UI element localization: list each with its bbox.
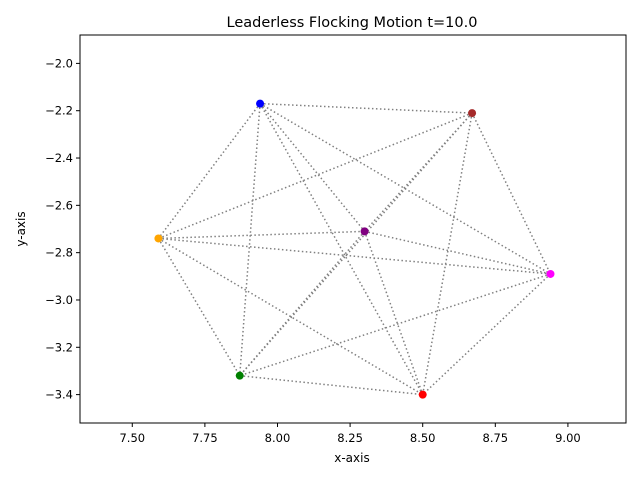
agent-point bbox=[546, 269, 555, 278]
chart-title: Leaderless Flocking Motion t=10.0 bbox=[227, 15, 478, 31]
agent-point bbox=[360, 227, 369, 236]
plot-frame bbox=[79, 34, 627, 424]
edge-line bbox=[260, 102, 473, 114]
agent-point bbox=[418, 390, 427, 399]
edge-line bbox=[422, 273, 552, 396]
edge-line bbox=[471, 112, 552, 275]
edge-line bbox=[421, 112, 473, 395]
agent-point bbox=[235, 371, 244, 380]
y-tick-label: −3.4 bbox=[45, 388, 73, 402]
edge-line bbox=[158, 230, 365, 240]
edge-line bbox=[363, 231, 424, 395]
x-axis-ticks: 7.50 7.75 8.00 8.25 8.50 8.75 9.00 bbox=[119, 423, 581, 445]
edge-line bbox=[239, 374, 423, 396]
edge-layer bbox=[157, 102, 552, 396]
edge-line bbox=[157, 238, 241, 377]
y-tick-label: −2.2 bbox=[45, 104, 73, 118]
edge-line bbox=[364, 230, 551, 275]
edge-line bbox=[158, 237, 551, 275]
y-tick-label: −2.8 bbox=[45, 246, 73, 260]
edge-line bbox=[364, 112, 473, 232]
edge-line bbox=[157, 103, 261, 239]
edge-line bbox=[239, 230, 366, 377]
y-axis-ticks: −2.0 −2.2 −2.4 −2.6 −2.8 −3.0 −3.2 −3.4 bbox=[45, 56, 80, 402]
y-tick-label: −3.2 bbox=[45, 340, 73, 354]
x-tick-label: 8.25 bbox=[337, 431, 363, 445]
x-axis-label: x-axis bbox=[334, 451, 369, 465]
edge-line bbox=[259, 103, 366, 232]
edge-line bbox=[239, 273, 551, 377]
agent-point bbox=[154, 234, 163, 243]
edge-line bbox=[158, 112, 473, 240]
y-tick-label: −2.4 bbox=[45, 151, 73, 165]
edge-line bbox=[238, 103, 261, 376]
x-tick-label: 7.50 bbox=[119, 431, 145, 445]
point-layer bbox=[154, 99, 555, 399]
x-tick-label: 8.00 bbox=[265, 431, 291, 445]
x-tick-label: 9.00 bbox=[555, 431, 581, 445]
y-axis-label: y-axis bbox=[14, 211, 28, 246]
agent-point bbox=[256, 99, 265, 108]
y-tick-label: −3.0 bbox=[45, 293, 73, 307]
agent-point bbox=[468, 109, 477, 118]
y-tick-label: −2.0 bbox=[45, 56, 73, 70]
x-tick-label: 7.75 bbox=[192, 431, 218, 445]
edge-line bbox=[239, 112, 473, 377]
edge-line bbox=[259, 103, 424, 395]
y-tick-label: −2.6 bbox=[45, 198, 73, 212]
x-tick-label: 8.75 bbox=[483, 431, 509, 445]
x-tick-label: 8.50 bbox=[410, 431, 436, 445]
